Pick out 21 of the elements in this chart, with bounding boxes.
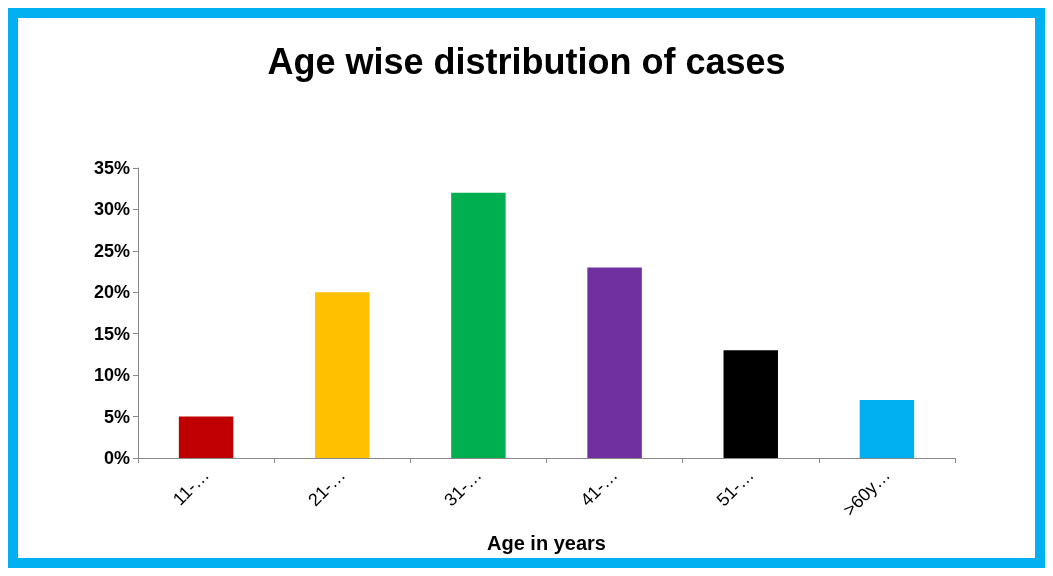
chart-title: Age wise distribution of cases <box>267 40 786 82</box>
y-tick-label: 15% <box>93 323 130 344</box>
y-tick-label: 25% <box>93 240 130 261</box>
bar <box>723 350 778 458</box>
x-tick-label: 41-… <box>576 464 622 511</box>
bar <box>178 416 234 458</box>
x-axis-title: Age in years <box>487 532 606 554</box>
x-tick-label: 21-… <box>304 464 350 511</box>
bar <box>587 267 642 458</box>
bar <box>451 192 506 458</box>
y-tick-label: 5% <box>103 406 130 427</box>
y-tick-label: 35% <box>93 158 130 178</box>
y-tick-label: 30% <box>93 199 130 220</box>
bar <box>859 400 915 458</box>
x-tick-label: 11-… <box>168 464 214 510</box>
y-tick-label: 20% <box>93 282 130 303</box>
bar <box>315 292 370 458</box>
x-tick-label: 51-… <box>712 464 758 511</box>
y-tick-label: 10% <box>93 365 130 386</box>
x-tick-label: 31-… <box>440 464 486 511</box>
y-tick-label: 0% <box>103 448 130 468</box>
